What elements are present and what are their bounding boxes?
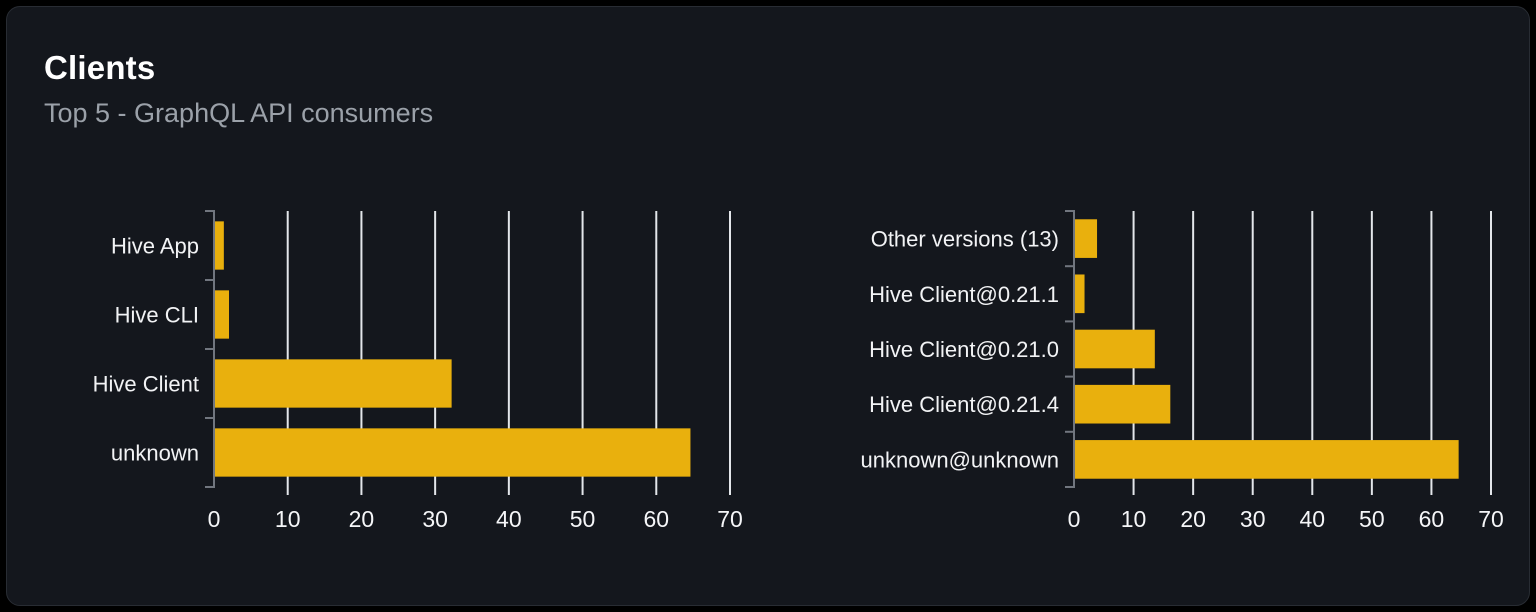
bar-hive-client: [215, 359, 452, 408]
x-tick-label: 40: [1299, 506, 1325, 532]
x-tick-label: 30: [1240, 506, 1266, 532]
category-label: Hive CLI: [115, 303, 199, 328]
x-tick-label: 50: [570, 506, 596, 532]
bar-hive-client-0-21-1: [1075, 274, 1085, 314]
category-label: Hive Client@0.21.4: [869, 392, 1059, 417]
x-tick-label: 20: [1180, 506, 1206, 532]
x-tick-label: 60: [643, 506, 669, 532]
x-tick-label: 0: [208, 506, 221, 532]
bar-other-versions-13-: [1075, 219, 1098, 258]
category-label: Hive Client@0.21.0: [869, 337, 1059, 362]
page-title: Clients: [44, 49, 156, 86]
category-label: Other versions (13): [871, 227, 1059, 252]
x-tick-label: 40: [496, 506, 522, 532]
x-tick-label: 70: [1478, 506, 1504, 532]
y-axis: [1065, 210, 1075, 488]
x-tick-label: 60: [1419, 506, 1445, 532]
category-label: Hive App: [111, 234, 199, 259]
clients-by-name-chart: Hive App Hive CLI Hive Client unknown 0 10 20 3…: [93, 210, 743, 532]
bar-unknown-unknown: [1075, 440, 1459, 479]
category-label: Hive Client@0.21.1: [869, 282, 1059, 307]
bar-hive-cli: [215, 290, 230, 339]
x-tick-label: 10: [275, 506, 301, 532]
bar-unknown: [215, 428, 691, 477]
bar-hive-client-0-21-4: [1075, 384, 1171, 424]
x-tick-label: 30: [422, 506, 448, 532]
bar-hive-app: [215, 221, 224, 270]
x-tick-label: 20: [349, 506, 375, 532]
category-label: unknown@unknown: [861, 447, 1059, 472]
x-tick-label: 10: [1121, 506, 1147, 532]
category-label: Hive Client: [93, 372, 199, 397]
x-tick-label: 50: [1359, 506, 1385, 532]
x-tick-label: 0: [1068, 506, 1081, 532]
category-label: unknown: [111, 441, 199, 466]
bar-hive-client-0-21-0: [1075, 329, 1155, 369]
clients-by-version-chart: Other versions (13) Hive Client@0.21.1 Hiv…: [861, 210, 1504, 532]
page-subtitle: Top 5 - GraphQL API consumers: [44, 98, 434, 128]
clients-card: Clients Top 5 - GraphQL API consumers: [6, 6, 1530, 606]
x-tick-label: 70: [717, 506, 743, 532]
